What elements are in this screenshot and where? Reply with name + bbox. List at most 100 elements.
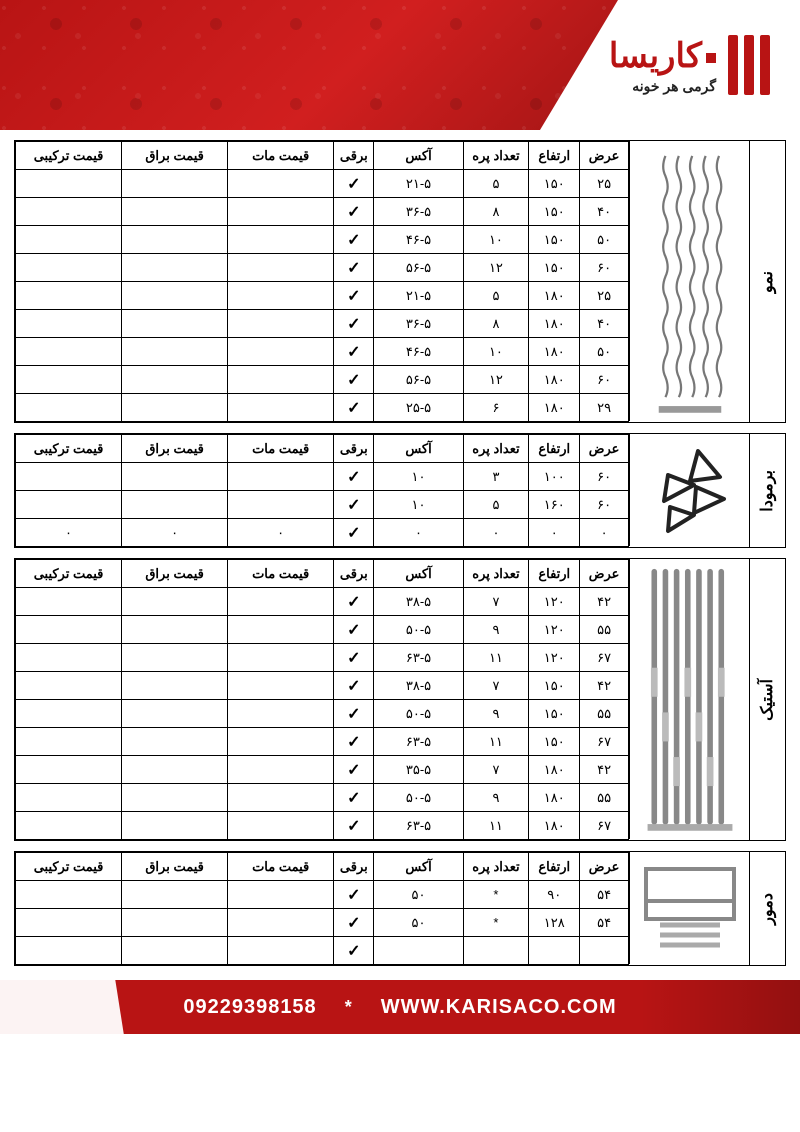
product-image-cell bbox=[629, 559, 749, 839]
cell: ۱۲ bbox=[463, 254, 529, 282]
cell: ۰ bbox=[463, 519, 529, 547]
cell: ۱۵۰ bbox=[529, 672, 580, 700]
product-name-cell: دمور bbox=[749, 852, 785, 965]
cell bbox=[228, 366, 334, 394]
cell: ۸ bbox=[463, 310, 529, 338]
cell bbox=[228, 784, 334, 812]
table-row: ۵۵۱۵۰۹۵۰-۵ bbox=[16, 700, 629, 728]
cell bbox=[334, 672, 374, 700]
cell bbox=[334, 700, 374, 728]
cell: ۹ bbox=[463, 700, 529, 728]
cell bbox=[228, 310, 334, 338]
cell bbox=[228, 226, 334, 254]
cell bbox=[16, 226, 122, 254]
cell: * bbox=[463, 909, 529, 937]
cell: ۱۱ bbox=[463, 728, 529, 756]
cell bbox=[16, 909, 122, 937]
check-icon bbox=[347, 373, 360, 388]
cell bbox=[334, 588, 374, 616]
cell: ۴۲ bbox=[580, 588, 629, 616]
cell: ۶۰ bbox=[580, 254, 629, 282]
cell bbox=[334, 226, 374, 254]
cell: ۵۵ bbox=[580, 700, 629, 728]
cell: ۱۰ bbox=[374, 463, 463, 491]
col-header: قیمت براق bbox=[122, 142, 228, 170]
cell bbox=[334, 463, 374, 491]
cell bbox=[334, 784, 374, 812]
check-icon bbox=[347, 888, 360, 903]
table-row: ۶۷۱۵۰۱۱۶۳-۵ bbox=[16, 728, 629, 756]
header: کاریسا گرمی هر خونه bbox=[0, 0, 800, 130]
check-icon bbox=[347, 289, 360, 304]
cell: ۰ bbox=[16, 519, 122, 547]
product-name-cell: نمو bbox=[749, 141, 785, 422]
cell: ۱۵۰ bbox=[529, 700, 580, 728]
cell bbox=[228, 937, 334, 965]
check-icon bbox=[347, 735, 360, 750]
cell bbox=[228, 616, 334, 644]
cell bbox=[122, 254, 228, 282]
cell: ۰ bbox=[580, 519, 629, 547]
cell bbox=[228, 282, 334, 310]
cell bbox=[16, 282, 122, 310]
check-icon bbox=[347, 595, 360, 610]
cell: ۳۶-۵ bbox=[374, 198, 463, 226]
cell bbox=[16, 644, 122, 672]
col-header: ارتفاع bbox=[529, 853, 580, 881]
cell bbox=[122, 881, 228, 909]
cell: ۵۶-۵ bbox=[374, 366, 463, 394]
brand-title: کاریسا bbox=[609, 36, 716, 76]
check-icon bbox=[347, 233, 360, 248]
col-header: قیمت ترکیبی bbox=[16, 142, 122, 170]
check-icon bbox=[347, 944, 360, 959]
product-section: دمور عرضارتفاعتعداد پرهآکسبرقیقیمت ماتقی… bbox=[14, 851, 786, 966]
content: نمو عرضارتفاعتعداد پرهآکسبرقیقیمت ماتقیم… bbox=[0, 130, 800, 980]
cell: ۱۸۰ bbox=[529, 784, 580, 812]
cell: ۶۷ bbox=[580, 728, 629, 756]
product-name-cell: آستیک bbox=[749, 559, 785, 840]
check-icon bbox=[347, 177, 360, 192]
table-row: ۲۵۱۵۰۵۲۱-۵ bbox=[16, 170, 629, 198]
col-header: قیمت مات bbox=[228, 560, 334, 588]
cell bbox=[122, 338, 228, 366]
table-row: ۴۲۱۵۰۷۳۸-۵ bbox=[16, 672, 629, 700]
cell bbox=[16, 491, 122, 519]
product-name: برمودا bbox=[758, 470, 777, 512]
cell bbox=[334, 310, 374, 338]
col-header: آکس bbox=[374, 853, 463, 881]
check-icon bbox=[347, 261, 360, 276]
check-icon bbox=[347, 470, 360, 485]
table-row: ۶۰۱۰۰۳۱۰ bbox=[16, 463, 629, 491]
cell bbox=[228, 881, 334, 909]
check-icon bbox=[347, 791, 360, 806]
cell: ۱۵۰ bbox=[529, 170, 580, 198]
col-header: تعداد پره bbox=[463, 142, 529, 170]
cell: ۴۲ bbox=[580, 756, 629, 784]
check-icon bbox=[347, 623, 360, 638]
cell bbox=[16, 672, 122, 700]
cell bbox=[16, 366, 122, 394]
cell bbox=[122, 463, 228, 491]
cell bbox=[122, 170, 228, 198]
col-header: آکس bbox=[374, 435, 463, 463]
cell bbox=[16, 937, 122, 965]
cell bbox=[228, 756, 334, 784]
col-header: تعداد پره bbox=[463, 560, 529, 588]
cell bbox=[334, 881, 374, 909]
cell: ۴۶-۵ bbox=[374, 338, 463, 366]
cell: ۹ bbox=[463, 784, 529, 812]
cell: ۵۰ bbox=[374, 909, 463, 937]
check-icon bbox=[347, 401, 360, 416]
cell bbox=[228, 728, 334, 756]
cell: ۱۵۰ bbox=[529, 254, 580, 282]
cell bbox=[16, 881, 122, 909]
table-row: ۲۹۱۸۰۶۲۵-۵ bbox=[16, 394, 629, 422]
cell: ۶۷ bbox=[580, 644, 629, 672]
cell bbox=[16, 756, 122, 784]
cell bbox=[122, 728, 228, 756]
cell bbox=[463, 937, 529, 965]
cell bbox=[334, 937, 374, 965]
cell bbox=[122, 700, 228, 728]
table-row: ۴۲۱۸۰۷۳۵-۵ bbox=[16, 756, 629, 784]
col-header: عرض bbox=[580, 560, 629, 588]
